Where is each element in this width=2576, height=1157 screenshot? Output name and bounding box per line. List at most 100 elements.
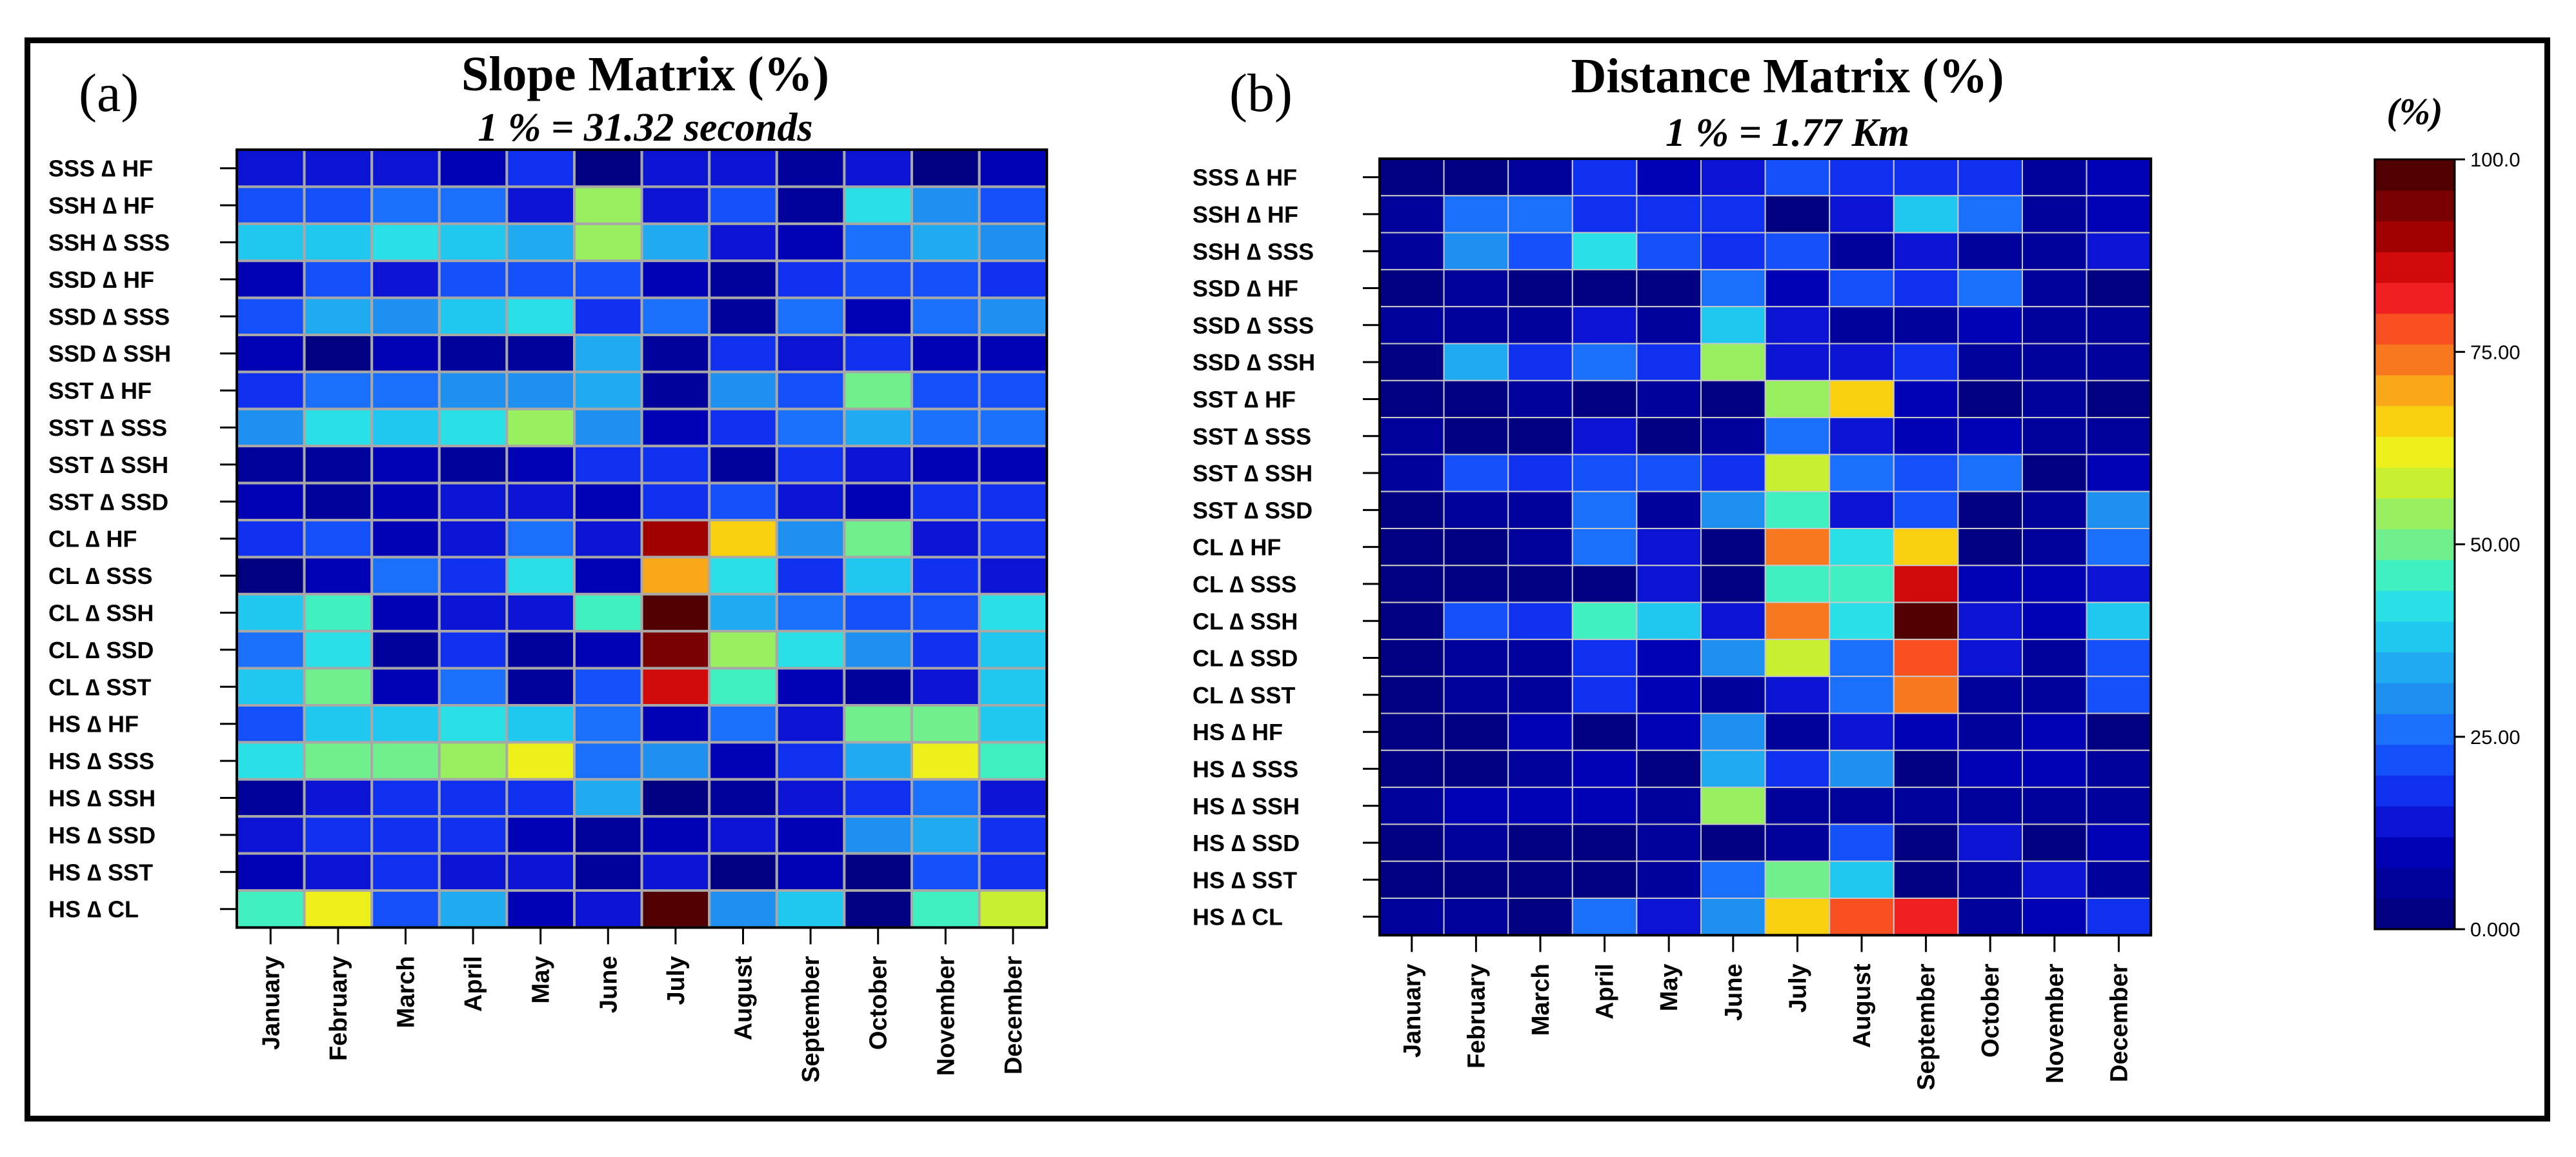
- panel-a-cell: [911, 370, 981, 410]
- panel-a-cell: [775, 185, 846, 225]
- panel-b-cell: [1829, 343, 1895, 381]
- panel-b-cell: [1893, 417, 1959, 456]
- panel-a-cell: [775, 592, 846, 633]
- panel-b-cell: [1571, 676, 1638, 714]
- panel-a-cell: [843, 778, 914, 818]
- panel-a-row-label: SST ∆ HF: [48, 377, 152, 404]
- panel-a-cell: [640, 370, 711, 410]
- panel-b-cell: [1829, 306, 1895, 345]
- panel-b-cell: [2086, 379, 2152, 419]
- panel-a-cell: [370, 334, 441, 374]
- panel-a-cell: [505, 481, 576, 521]
- panel-b-cell: [1764, 823, 1831, 862]
- panel-a-cell: [505, 556, 576, 596]
- colorbar-swatch: [2375, 190, 2455, 222]
- panel-a-row-label: HS ∆ CL: [48, 896, 139, 923]
- panel-a-cell: [573, 778, 643, 818]
- panel-a-col-label: July: [663, 956, 690, 1005]
- panel-b-cell: [2022, 417, 2088, 456]
- panel-b-col-label: August: [1849, 963, 1876, 1048]
- panel-a-cell: [911, 296, 981, 337]
- panel-b-cell: [1571, 601, 1638, 640]
- panel-b-cell: [1636, 158, 1702, 197]
- panel-b-cell: [1700, 379, 1766, 419]
- panel-a-col-label: September: [798, 956, 825, 1083]
- panel-b-row-label: SSS ∆ HF: [1192, 165, 1297, 191]
- panel-b-cell: [1700, 787, 1766, 825]
- panel-a-cell: [303, 815, 374, 855]
- panel-b-cell: [1379, 454, 1445, 492]
- panel-b-cell: [1957, 898, 2023, 936]
- panel-a-cell: [370, 556, 441, 596]
- panel-b-cell: [1893, 232, 1959, 270]
- panel-b-cell: [1957, 565, 2023, 603]
- panel-b-cell: [1443, 306, 1509, 345]
- panel-a-cell: [640, 407, 711, 448]
- panel-b-cell: [1700, 158, 1766, 197]
- panel-b-cell: [1957, 490, 2023, 530]
- panel-b-cell: [1571, 454, 1638, 492]
- panel-b-cell: [1443, 787, 1509, 825]
- colorbar-swatch: [2375, 375, 2455, 407]
- panel-a-cell: [843, 185, 914, 225]
- panel-b-cell: [1764, 528, 1831, 567]
- panel-a-cell: [303, 481, 374, 521]
- panel-b-cell: [1893, 379, 1959, 419]
- colorbar-tick-label: 75.00: [2470, 341, 2521, 363]
- panel-b-cell: [2022, 565, 2088, 603]
- panel-a-cell: [438, 556, 508, 596]
- colorbar-swatch: [2375, 744, 2455, 776]
- panel-b-cell: [1700, 454, 1766, 492]
- panel-b-row-label: SST ∆ HF: [1192, 387, 1296, 413]
- panel-b-cell: [1443, 565, 1509, 603]
- panel-b-cell: [2086, 823, 2152, 862]
- colorbar-swatch: [2375, 159, 2455, 191]
- panel-b-cell: [2086, 565, 2152, 603]
- panel-a-col-label: August: [730, 956, 758, 1040]
- panel-b-cell: [1507, 528, 1573, 567]
- panel-b-cell: [1507, 195, 1573, 234]
- panel-b-row-label: SSH ∆ HF: [1192, 201, 1298, 228]
- panel-b-cell: [2086, 712, 2152, 751]
- panel-b-cell: [1379, 898, 1445, 936]
- panel-a-cell: [370, 630, 441, 670]
- panel-a-col-label: November: [932, 956, 960, 1076]
- panel-a-cell: [843, 296, 914, 337]
- panel-b-col-label: January: [1399, 963, 1426, 1058]
- panel-b-cell: [1764, 565, 1831, 603]
- panel-a-cell: [573, 556, 643, 596]
- panel-a-cell: [370, 667, 441, 707]
- panel-a-cell: [438, 592, 508, 633]
- panel-b-cell: [1379, 860, 1445, 899]
- panel-b-cell: [1443, 490, 1509, 530]
- panel-a-cell: [978, 519, 1049, 559]
- panel-b-cell: [2086, 268, 2152, 308]
- panel-a-cell: [978, 704, 1049, 744]
- panel-a-cell: [573, 519, 643, 559]
- panel-a-cell: [708, 889, 778, 929]
- panel-b-cell: [1379, 638, 1445, 678]
- panel-a-cell: [708, 259, 778, 299]
- panel-a-cell: [978, 556, 1049, 596]
- panel-b-row-label: CL ∆ SST: [1192, 682, 1295, 709]
- panel-a-cell: [640, 592, 711, 633]
- panel-b-row-label: HS ∆ CL: [1192, 904, 1283, 931]
- panel-b-cell: [1957, 638, 2023, 678]
- panel-a-row-label: HS ∆ HF: [48, 711, 139, 738]
- panel-a-cell: [640, 889, 711, 929]
- panel-b-cell: [1893, 601, 1959, 640]
- panel-a-cell: [911, 481, 981, 521]
- colorbar-swatch: [2375, 652, 2455, 683]
- panel-b-cell: [1764, 638, 1831, 678]
- panel-b-row-label: SSD ∆ SSS: [1192, 312, 1314, 339]
- panel-a-cell: [708, 370, 778, 410]
- panel-b-cell: [1507, 823, 1573, 862]
- panel-a-cell: [505, 334, 576, 374]
- panel-a-row-label: SSD ∆ SSS: [48, 303, 170, 330]
- panel-b-cell: [1507, 417, 1573, 456]
- panel-b-col-label: April: [1592, 963, 1619, 1020]
- colorbar-swatch: [2375, 252, 2455, 283]
- panel-b-cell: [2086, 638, 2152, 678]
- panel-a-cell: [775, 481, 846, 521]
- panel-a-cell: [978, 481, 1049, 521]
